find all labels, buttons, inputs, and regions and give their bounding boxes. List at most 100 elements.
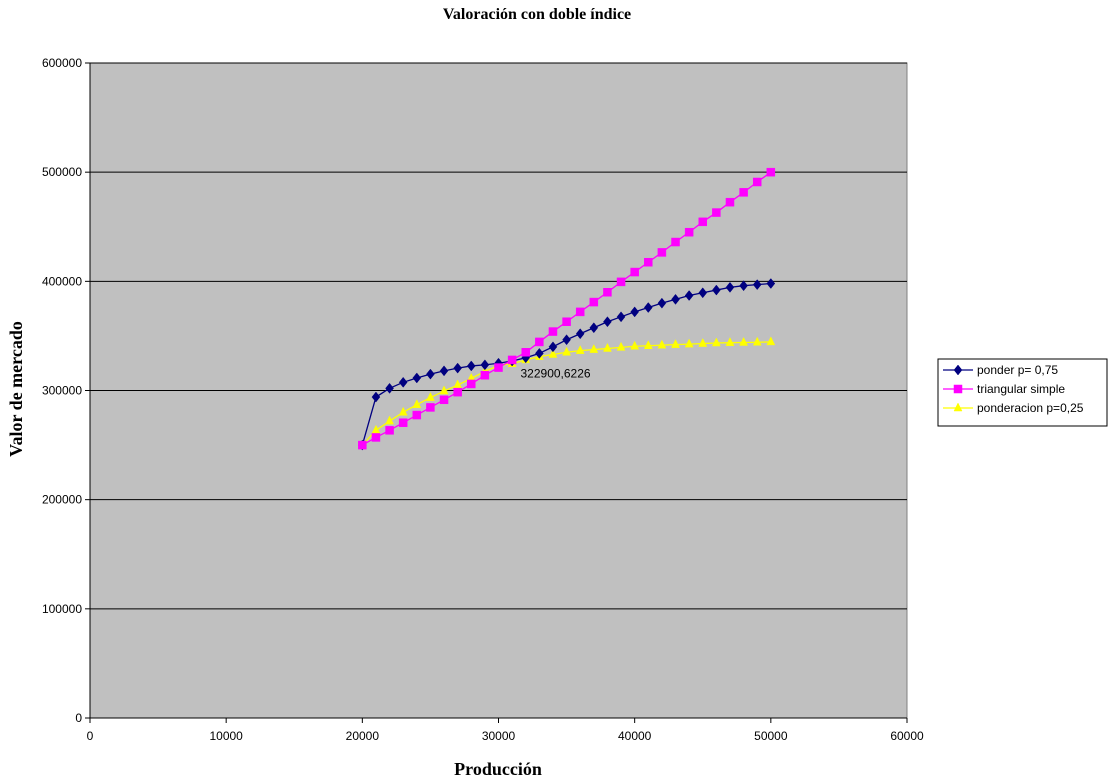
series-ponder-p-0-75-point bbox=[657, 297, 667, 309]
series-ponder-p-0-75-point bbox=[398, 376, 408, 388]
series-ponder-p-0-75-point bbox=[752, 279, 762, 291]
series-triangular-simple-point bbox=[616, 277, 626, 287]
series-triangular-simple-point bbox=[766, 167, 776, 177]
series-triangular-simple-point bbox=[385, 426, 394, 435]
data-label: 322900,6226 bbox=[521, 367, 591, 381]
series-ponder-p-0-75-point bbox=[766, 278, 776, 289]
series-triangular-simple-point bbox=[535, 337, 544, 347]
series-ponderacion-p-0-25-point bbox=[739, 336, 749, 346]
series-triangular-simple-point bbox=[412, 410, 422, 420]
series-ponder-p-0-75-point bbox=[548, 341, 558, 353]
series-triangular-simple-point bbox=[630, 267, 639, 277]
series-ponderacion-p-0-25-point bbox=[385, 415, 394, 425]
y-tick-label: 100000 bbox=[42, 602, 82, 616]
series-ponder-p-0-75-point bbox=[453, 362, 462, 374]
y-tick-label: 200000 bbox=[42, 493, 82, 507]
series-ponderacion-p-0-25-point bbox=[684, 338, 694, 348]
legend-triangular-simple-label: triangular simple bbox=[977, 382, 1065, 396]
series-ponder-p-0-75-point bbox=[535, 347, 544, 359]
y-tick-label: 400000 bbox=[42, 274, 82, 288]
series-triangular-simple-point bbox=[426, 403, 435, 412]
annotations: 322900,6226 bbox=[521, 367, 591, 381]
series-triangular-simple-point bbox=[698, 217, 707, 227]
series-ponder-p-0-75-point bbox=[371, 391, 381, 403]
series-triangular-simple-point bbox=[644, 257, 653, 267]
series-triangular-simple-point bbox=[521, 348, 530, 357]
x-axis-title: Producción bbox=[454, 759, 542, 779]
legend-ponderacion-p-0-25-swatch-point bbox=[953, 402, 963, 412]
axes: 0 100000 200000 300000 400000 500000 600000 0 10… bbox=[42, 56, 924, 743]
gridlines bbox=[90, 62, 907, 610]
series-triangular-simple-point bbox=[712, 208, 721, 217]
legend-triangular-simple-swatch-point bbox=[953, 384, 963, 394]
series-ponderacion-p-0-25-point bbox=[630, 340, 640, 350]
y-tick-label: 500000 bbox=[42, 165, 82, 179]
series-ponderacion-p-0-25-point bbox=[412, 399, 422, 408]
series-ponder-p-0-75-point bbox=[385, 382, 394, 394]
series-triangular-simple-point bbox=[684, 227, 694, 237]
series-ponderacion-p-0-25-point bbox=[589, 344, 599, 353]
series-ponderacion-p-0-25-point bbox=[603, 342, 612, 352]
x-tick-label: 40000 bbox=[618, 729, 652, 743]
series-ponderacion-p-0-25-point bbox=[711, 337, 721, 347]
series-triangular-simple-point bbox=[480, 370, 490, 380]
series-ponder-p-0-75-point bbox=[643, 302, 653, 313]
x-tick-label: 50000 bbox=[754, 729, 788, 743]
y-tick-label: 0 bbox=[75, 711, 82, 725]
chart-title: Valoración con doble índice bbox=[443, 6, 631, 23]
legend: ponder p= 0,75 triangular simple ponderaci… bbox=[937, 358, 1108, 427]
series-ponder-p-0-75-point bbox=[603, 316, 612, 328]
legend-ponder-p-0-75: ponder p= 0,75 bbox=[943, 363, 1058, 377]
series-triangular-simple-point bbox=[752, 177, 762, 187]
series-triangular-simple-point bbox=[739, 188, 748, 197]
series-ponderacion-p-0-25-point bbox=[725, 337, 735, 346]
series-ponder-p-0-75-point bbox=[616, 311, 626, 323]
x-tick-label: 10000 bbox=[209, 729, 243, 743]
series-ponder-p-0-75-point bbox=[589, 322, 599, 334]
y-axis-title: Valor de mercado bbox=[6, 321, 26, 457]
x-tick-label: 20000 bbox=[346, 729, 380, 743]
series-ponder-p-0-75-point bbox=[480, 359, 490, 371]
series-ponderacion-p-0-25-point bbox=[548, 348, 558, 358]
series-ponder-p-0-75-point bbox=[712, 284, 721, 296]
x-tick-label: 60000 bbox=[890, 729, 924, 743]
series-ponder-p-0-75-point bbox=[698, 287, 708, 299]
series-ponderacion-p-0-25-point bbox=[698, 337, 708, 347]
series-triangular-simple-point bbox=[439, 395, 449, 405]
series-ponderacion-p-0-25-point bbox=[766, 336, 776, 346]
series-ponder-p-0-75-point bbox=[739, 280, 748, 292]
series-ponderacion-p-0-25-point bbox=[439, 385, 449, 395]
y-tick-label: 600000 bbox=[42, 56, 82, 70]
series-ponder-p-0-75-point bbox=[671, 293, 680, 305]
series-triangular-simple-point bbox=[494, 363, 503, 372]
series-ponderacion-p-0-25-point bbox=[657, 339, 667, 349]
legend-triangular-simple: triangular simple bbox=[943, 382, 1065, 396]
series-ponder-p-0-75-point bbox=[725, 281, 735, 293]
series-ponderacion-p-0-25-point bbox=[616, 341, 626, 351]
series-ponder-p-0-75-point bbox=[684, 290, 694, 301]
series-layer bbox=[357, 167, 776, 451]
x-tick-label: 30000 bbox=[482, 729, 516, 743]
series-ponderacion-p-0-25-point bbox=[643, 340, 653, 349]
series-triangular-simple-point bbox=[358, 440, 367, 450]
series-triangular-simple-point bbox=[589, 297, 599, 307]
series-ponderacion-p-0-25-point bbox=[426, 392, 435, 401]
legend-ponderacion-p-0-25: ponderacion p=0,25 bbox=[943, 401, 1084, 415]
series-triangular-simple-point bbox=[671, 237, 680, 247]
legend-ponderacion-p-0-25-label: ponderacion p=0,25 bbox=[977, 401, 1084, 415]
series-ponder-p-0-75-point bbox=[426, 368, 435, 380]
x-tick-label: 0 bbox=[87, 729, 94, 743]
series-triangular-simple-point bbox=[603, 288, 612, 297]
legend-ponder-p-0-75-label: ponder p= 0,75 bbox=[977, 363, 1058, 377]
series-ponderacion-p-0-25-point bbox=[671, 339, 680, 348]
series-triangular-simple-point bbox=[507, 355, 517, 365]
y-tick-label: 300000 bbox=[42, 384, 82, 398]
series-ponder-p-0-75-point bbox=[439, 365, 449, 377]
series-ponder-p-0-75-point bbox=[412, 372, 422, 384]
series-ponder-p-0-75-point bbox=[575, 328, 585, 340]
series-triangular-simple-point bbox=[453, 387, 462, 397]
series-triangular-simple-point bbox=[562, 317, 571, 326]
series-ponderacion-p-0-25-point bbox=[752, 336, 762, 346]
series-ponderacion-p-0-25-point bbox=[398, 406, 408, 416]
